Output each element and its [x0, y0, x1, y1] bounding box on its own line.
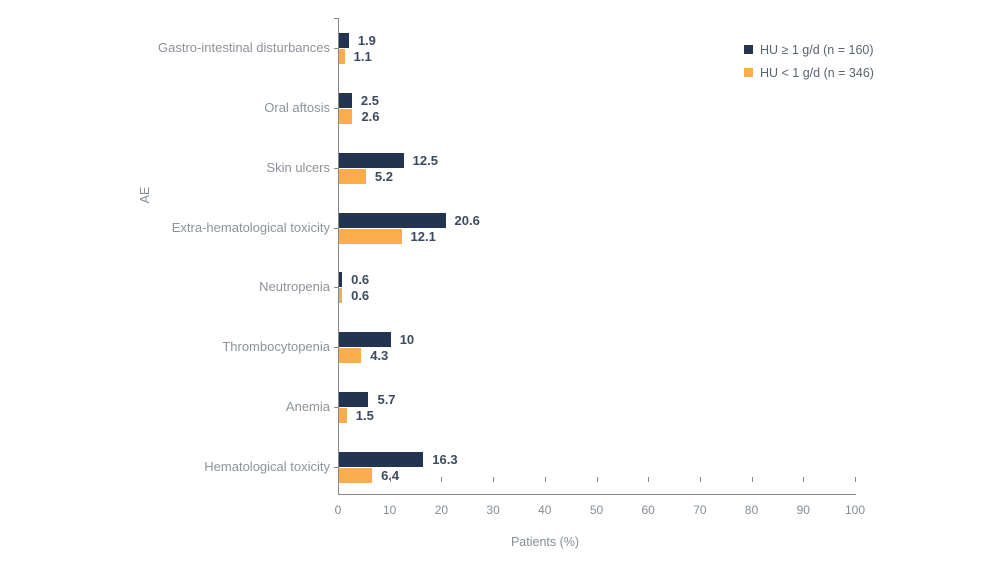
x-axis-tick [389, 477, 391, 482]
value-label: 12.5 [412, 152, 438, 168]
category-label: Oral aftosis [264, 99, 330, 115]
y-axis-tick [334, 287, 338, 289]
legend-item-hu-ge1: HU ≥ 1 g/d (n = 160) [744, 38, 874, 61]
value-label: 6.4 [381, 467, 400, 483]
legend-item-hu-lt1: HU < 1 g/d (n = 346) [744, 61, 874, 84]
value-label: 12.1 [410, 228, 436, 244]
x-axis-tick [596, 477, 598, 482]
value-label: 0.6 [351, 288, 370, 304]
bar-hu-lt1 [339, 49, 345, 64]
x-axis-tick [493, 477, 495, 482]
y-axis-tick [334, 227, 338, 229]
bar-hu-lt1 [339, 168, 366, 184]
x-axis-tick-label: 90 [796, 503, 810, 517]
y-axis-end-tick [334, 18, 338, 19]
category-label: Extra-hematological toxicity [171, 219, 330, 235]
plot-area: 1.9 1.1 2.5 2.6 12.5 5.2 20.6 12.1 0.6 0.6 10 4.3 5.… [338, 18, 856, 495]
value-label: 1.1 [353, 49, 372, 64]
legend-swatch-hu-lt1 [744, 68, 753, 77]
bar-hu-ge1 [339, 92, 352, 108]
category-label: Gastro-intestinal disturbances [158, 40, 330, 55]
value-label: 4.3 [370, 348, 389, 364]
value-label: 10 [399, 332, 415, 348]
category-label: Thrombocytopenia [222, 339, 330, 355]
legend: HU ≥ 1 g/d (n = 160) HU < 1 g/d (n = 346… [744, 38, 874, 84]
value-label: 16.3 [432, 451, 458, 467]
bar-hu-ge1 [339, 33, 349, 48]
bar-hu-ge1 [339, 272, 343, 288]
legend-swatch-hu-ge1 [744, 45, 753, 54]
value-label: 1.5 [355, 408, 374, 424]
value-label: 2.5 [360, 92, 379, 108]
bar-hu-ge1 [339, 212, 446, 228]
y-axis-label: AE [138, 186, 152, 204]
value-label: 5.2 [374, 168, 393, 184]
category-label: Anemia [285, 399, 330, 415]
bar-hu-ge1 [339, 392, 369, 408]
x-axis-label: Patients (%) [510, 535, 580, 549]
legend-label-hu-ge1: HU ≥ 1 g/d (n = 160) [760, 42, 874, 57]
bar-hu-lt1 [339, 467, 373, 483]
value-label: 5.7 [377, 392, 396, 408]
x-axis-tick-label: 60 [641, 503, 655, 517]
bar-hu-lt1 [339, 288, 343, 304]
x-axis-tick [751, 477, 753, 482]
bar-hu-lt1 [339, 408, 347, 424]
x-axis-tick [338, 477, 339, 482]
x-axis-tick [648, 477, 650, 482]
x-axis-tick-label: 80 [744, 503, 759, 517]
bar-hu-lt1 [339, 108, 353, 124]
x-axis-tick-label: 10 [383, 503, 397, 517]
x-axis-tick [803, 477, 805, 482]
bar-hu-ge1 [339, 451, 424, 467]
value-label: 1.9 [357, 33, 376, 48]
bar-hu-ge1 [339, 332, 391, 348]
x-axis-tick [544, 477, 546, 482]
x-axis-tick-label: 30 [486, 503, 500, 517]
x-axis-tick-label: 0 [334, 503, 342, 517]
x-axis-tick [855, 477, 856, 482]
x-axis-tick-label: 70 [693, 503, 707, 517]
bar-hu-lt1 [339, 348, 362, 364]
y-axis-tick [334, 107, 338, 109]
legend-label-hu-lt1: HU < 1 g/d (n = 346) [760, 65, 874, 80]
category-label: Hematological toxicity [204, 458, 330, 474]
y-axis-tick [334, 167, 338, 169]
category-label: Skin ulcers [266, 159, 330, 175]
value-label: 0.6 [351, 272, 370, 288]
x-axis-tick-label: 100 [844, 503, 866, 517]
y-axis-tick [334, 466, 338, 468]
x-axis-tick-label: 20 [434, 503, 449, 517]
category-label: Neutropenia [259, 279, 330, 295]
bar-hu-lt1 [339, 228, 402, 244]
bar-hu-ge1 [339, 152, 404, 168]
y-axis-tick [334, 407, 338, 409]
x-axis-tick-label: 50 [589, 503, 604, 517]
y-axis-tick [334, 48, 338, 49]
value-label: 20.6 [454, 212, 480, 228]
x-axis-tick [441, 477, 443, 482]
y-axis-tick [334, 347, 338, 349]
x-axis-tick [699, 477, 701, 482]
value-label: 2.6 [361, 108, 380, 124]
x-axis-tick-label: 40 [538, 503, 552, 517]
